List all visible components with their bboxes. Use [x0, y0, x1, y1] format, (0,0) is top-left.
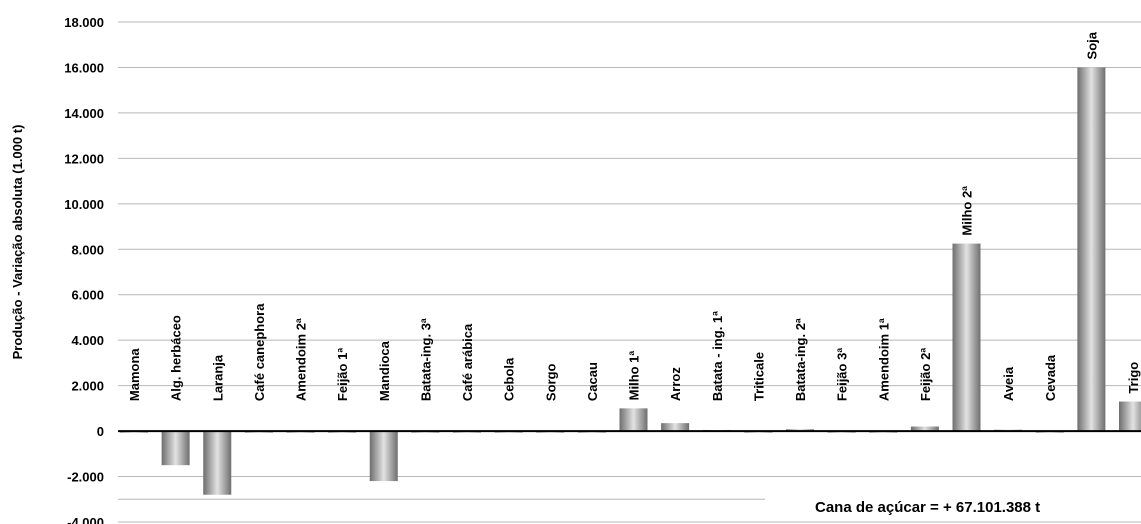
bar [369, 431, 398, 482]
category-label: Laranja [210, 354, 225, 401]
y-tick-label: 18.000 [64, 15, 104, 30]
bar [619, 408, 648, 432]
category-label: Feijão 2ª [918, 348, 933, 401]
category-label: Café arábica [460, 323, 475, 401]
y-tick-label: 2.000 [71, 379, 104, 394]
bar [161, 431, 190, 466]
category-label: Amendoim 2ª [294, 318, 309, 401]
y-tick-label: 6.000 [71, 288, 104, 303]
category-label: Soja [1084, 31, 1099, 59]
category-label: Feijão 3ª [835, 348, 850, 401]
category-label: Batata-ing. 2ª [793, 318, 808, 401]
bar [1119, 401, 1141, 432]
y-tick-label: -4.000 [67, 515, 104, 524]
category-label: Batata - ing. 1ª [710, 311, 725, 401]
category-label: Cacau [585, 362, 600, 401]
y-tick-label: 8.000 [71, 242, 104, 257]
category-label: Trigo [1126, 362, 1141, 394]
y-tick-label: 0 [97, 424, 104, 439]
category-label: Amendoim 1ª [876, 318, 891, 401]
y-tick-labels: -4.000 -2.000 0 2.000 4.000 6.000 8.000 10.000 1… [64, 15, 104, 524]
bar [952, 243, 981, 432]
y-tick-label: -2.000 [67, 470, 104, 485]
y-tick-label: 14.000 [64, 106, 104, 121]
y-tick-label: 12.000 [64, 151, 104, 166]
bar [910, 426, 939, 432]
category-label: Mamona [127, 348, 142, 402]
category-label: Milho 1ª [627, 351, 642, 401]
category-label: Arroz [668, 367, 683, 401]
y-tick-label: 16.000 [64, 60, 104, 75]
category-label: Milho 2ª [960, 186, 975, 236]
category-label: Triticale [751, 352, 766, 401]
category-label: Aveia [1001, 366, 1016, 401]
category-label: Mandioca [377, 340, 392, 401]
category-label: Cebola [502, 357, 517, 401]
category-labels: Mamona Alg. herbáceo Laranja Café canephora… [127, 31, 1141, 401]
category-label: Feijão 1ª [335, 348, 350, 401]
category-label: Batata-ing. 3ª [418, 318, 433, 401]
y-tick-label: 10.000 [64, 197, 104, 212]
gridlines [118, 21, 1141, 523]
category-label: Sorgo [543, 363, 558, 401]
category-label: Alg. herbáceo [169, 315, 184, 401]
category-label: Café canephora [252, 303, 267, 401]
y-tick-label: 4.000 [71, 333, 104, 348]
annotation-cana: Cana de açúcar = + 67.101.388 t [815, 499, 1040, 516]
bar [203, 431, 232, 495]
bar [1077, 67, 1106, 432]
bar [661, 423, 690, 432]
category-label: Cevada [1043, 354, 1058, 401]
y-axis-title: Produção - Variação absoluta (1.000 t) [10, 125, 25, 360]
